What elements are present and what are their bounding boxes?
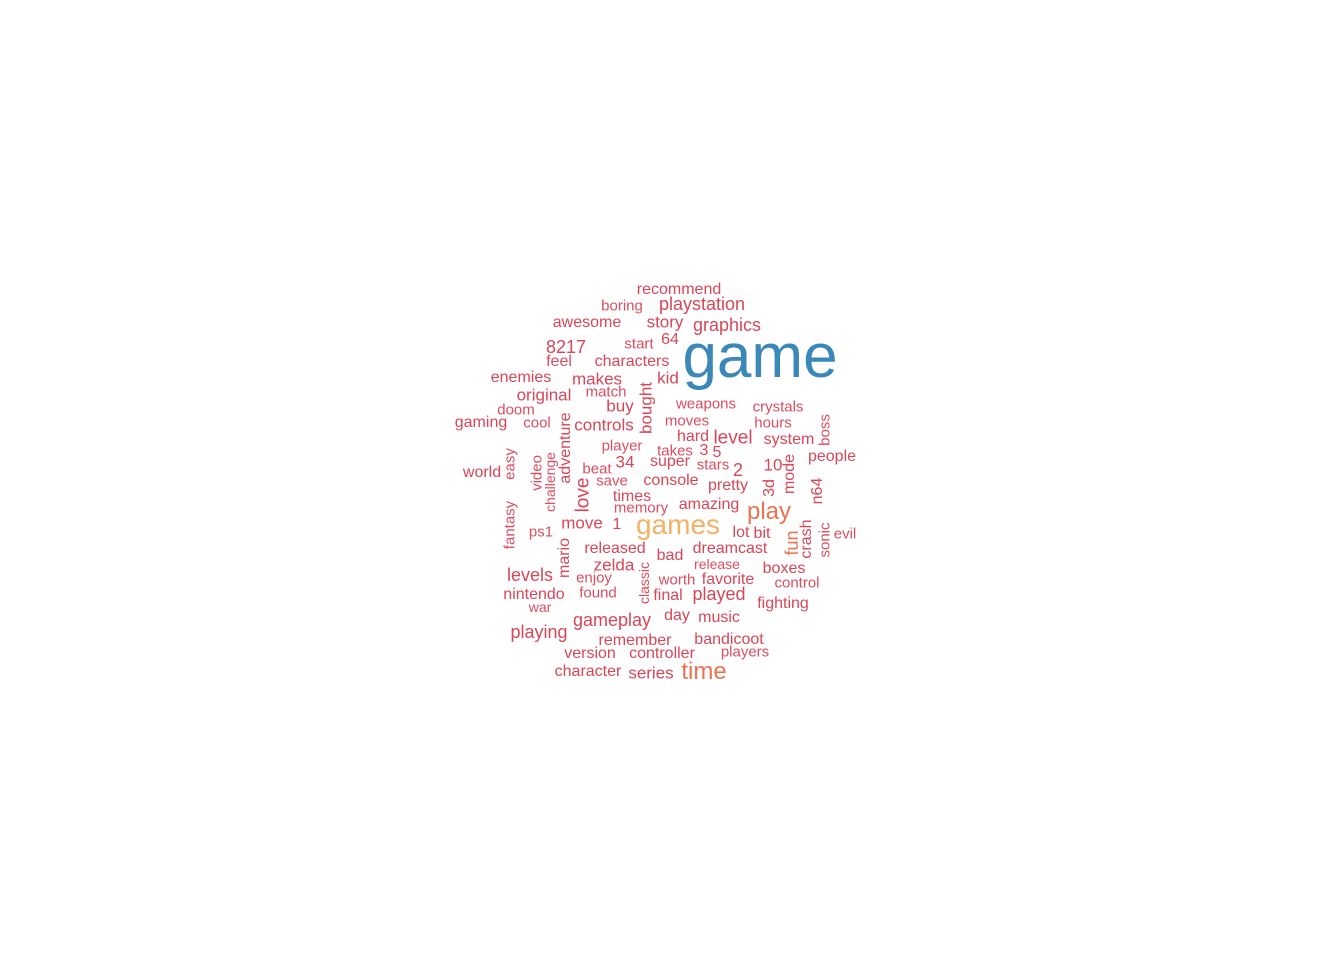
word-doom: doom: [497, 401, 535, 419]
word-level: level: [713, 427, 753, 449]
word-music: music: [698, 609, 740, 626]
word-players: players: [720, 643, 770, 661]
word-player: player: [601, 437, 643, 455]
word-released: released: [584, 540, 646, 557]
word-love: love: [572, 477, 594, 513]
word-sonic: sonic: [816, 522, 834, 558]
word-release: release: [694, 556, 740, 572]
word-makes: makes: [571, 369, 623, 389]
word-bad: bad: [656, 547, 684, 564]
word-move: move: [561, 513, 603, 533]
word-evil: evil: [833, 525, 857, 543]
word-day: day: [664, 607, 690, 624]
word-bought: bought: [636, 382, 656, 434]
word-enjoy: enjoy: [576, 569, 612, 587]
word-play: play: [746, 498, 792, 525]
word-memory: memory: [613, 499, 669, 517]
word-hard: hard: [676, 428, 710, 445]
word-crystals: crystals: [752, 398, 804, 416]
word-weapons: weapons: [675, 395, 737, 413]
word-playing: playing: [510, 622, 568, 642]
word-fighting: fighting: [757, 595, 809, 612]
word-takes: takes: [657, 442, 693, 460]
word-mode: mode: [781, 453, 798, 495]
word-kid: kid: [657, 368, 679, 388]
word-easy: easy: [501, 448, 519, 480]
word-34: 34: [615, 452, 635, 472]
word-feel: feel: [546, 353, 572, 370]
word-8217: 8217: [545, 337, 587, 357]
word-bit: bit: [753, 525, 771, 542]
word-bandicoot: bandicoot: [694, 631, 764, 648]
word-levels: levels: [506, 565, 554, 585]
word-system: system: [763, 431, 815, 448]
word-gaming: gaming: [454, 414, 508, 431]
word-stars: stars: [696, 456, 730, 474]
word-crash: crash: [798, 519, 815, 559]
word-dreamcast: dreamcast: [692, 540, 768, 557]
word-save: save: [596, 472, 628, 490]
word-console: console: [643, 472, 699, 489]
word-series: series: [628, 663, 674, 683]
word-super: super: [649, 453, 691, 470]
word-match: match: [585, 383, 627, 401]
word-game: game: [682, 322, 838, 391]
word-war: war: [528, 599, 552, 615]
word-character: character: [554, 663, 622, 680]
word-story: story: [646, 312, 684, 332]
word-lot: lot: [732, 524, 750, 541]
word-control: control: [774, 574, 820, 592]
word-beat: beat: [582, 460, 612, 478]
word-found: found: [579, 584, 617, 602]
word-world: world: [462, 464, 502, 481]
word-favorite: favorite: [701, 571, 755, 588]
word-buy: buy: [606, 396, 634, 416]
word-mario: mario: [556, 537, 573, 579]
word-5: 5: [712, 444, 722, 461]
word-enemies: enemies: [490, 369, 552, 386]
word-time: time: [681, 658, 727, 685]
word-controller: controller: [629, 645, 695, 662]
word-played: played: [692, 584, 746, 604]
word-characters: characters: [594, 353, 670, 370]
word-gameplay: gameplay: [572, 610, 652, 630]
word-boss: boss: [816, 414, 834, 446]
word-games: games: [635, 509, 721, 540]
word-times: times: [612, 488, 652, 505]
word-original: original: [516, 385, 572, 405]
word-pretty: pretty: [707, 477, 749, 494]
word-n64: n64: [809, 477, 826, 505]
word-hours: hours: [754, 414, 792, 432]
word-64: 64: [661, 331, 679, 348]
word-controls: controls: [574, 415, 634, 435]
word-remember: remember: [598, 632, 672, 649]
word-final: final: [653, 587, 683, 604]
word-3d: 3d: [761, 479, 778, 497]
word-awesome: awesome: [552, 314, 622, 331]
word-worth: worth: [658, 571, 696, 589]
word-cool: cool: [523, 414, 551, 432]
word-ps1: ps1: [528, 523, 554, 541]
word-people: people: [807, 448, 857, 465]
word-version: version: [564, 645, 616, 662]
word-classic: classic: [636, 561, 652, 605]
word-graphics: graphics: [692, 315, 762, 335]
word-boring: boring: [601, 297, 643, 315]
word-zelda: zelda: [593, 555, 635, 575]
word-1: 1: [612, 516, 622, 533]
word-amazing: amazing: [678, 496, 740, 513]
word-fantasy: fantasy: [501, 500, 519, 550]
word-2: 2: [732, 460, 744, 480]
word-10: 10: [763, 455, 783, 475]
word-3: 3: [699, 442, 709, 459]
word-challenge: challenge: [542, 452, 558, 512]
word-boxes: boxes: [762, 560, 806, 577]
word-nintendo: nintendo: [503, 586, 565, 603]
word-adventure: adventure: [557, 412, 574, 484]
word-recommend: recommend: [636, 281, 722, 298]
word-start: start: [624, 335, 654, 353]
word-playstation: playstation: [658, 294, 746, 314]
word-moves: moves: [664, 412, 710, 430]
